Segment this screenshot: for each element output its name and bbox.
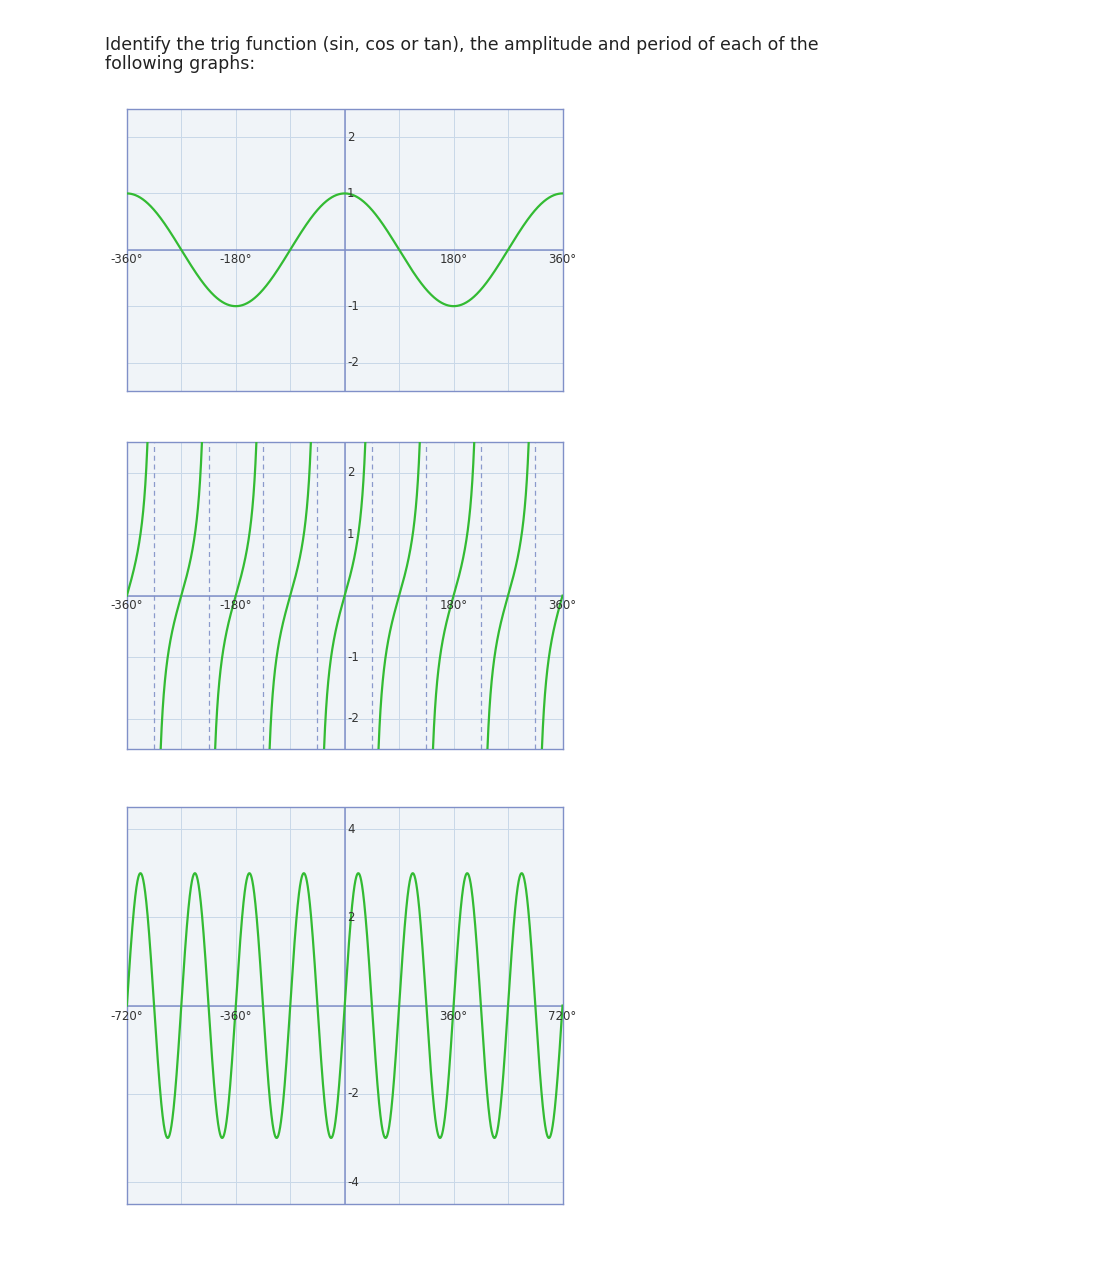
Text: 360°: 360°: [548, 598, 577, 612]
Text: 360°: 360°: [440, 1009, 468, 1024]
Text: 180°: 180°: [440, 598, 468, 612]
Text: 180°: 180°: [440, 252, 468, 265]
Text: 720°: 720°: [548, 1009, 577, 1024]
Text: -4: -4: [347, 1176, 358, 1189]
Text: -180°: -180°: [219, 598, 251, 612]
Text: -720°: -720°: [110, 1009, 143, 1024]
Text: -180°: -180°: [219, 252, 251, 265]
Text: -2: -2: [347, 356, 358, 369]
Text: 4: 4: [347, 822, 354, 835]
Text: -2: -2: [347, 712, 358, 725]
Text: -1: -1: [347, 651, 358, 664]
Text: Identify the trig function (sin, cos or tan), the amplitude and period of each o: Identify the trig function (sin, cos or …: [105, 36, 818, 54]
Text: -360°: -360°: [110, 598, 143, 612]
Text: -360°: -360°: [110, 252, 143, 265]
Text: following graphs:: following graphs:: [105, 55, 255, 73]
Text: 2: 2: [347, 131, 354, 143]
Text: 1: 1: [347, 187, 354, 200]
Text: -360°: -360°: [219, 1009, 251, 1024]
Text: 1: 1: [347, 528, 354, 541]
Text: 2: 2: [347, 911, 354, 924]
Text: -1: -1: [347, 300, 358, 313]
Text: 2: 2: [347, 466, 354, 479]
Text: 360°: 360°: [548, 252, 577, 265]
Text: -2: -2: [347, 1088, 358, 1100]
